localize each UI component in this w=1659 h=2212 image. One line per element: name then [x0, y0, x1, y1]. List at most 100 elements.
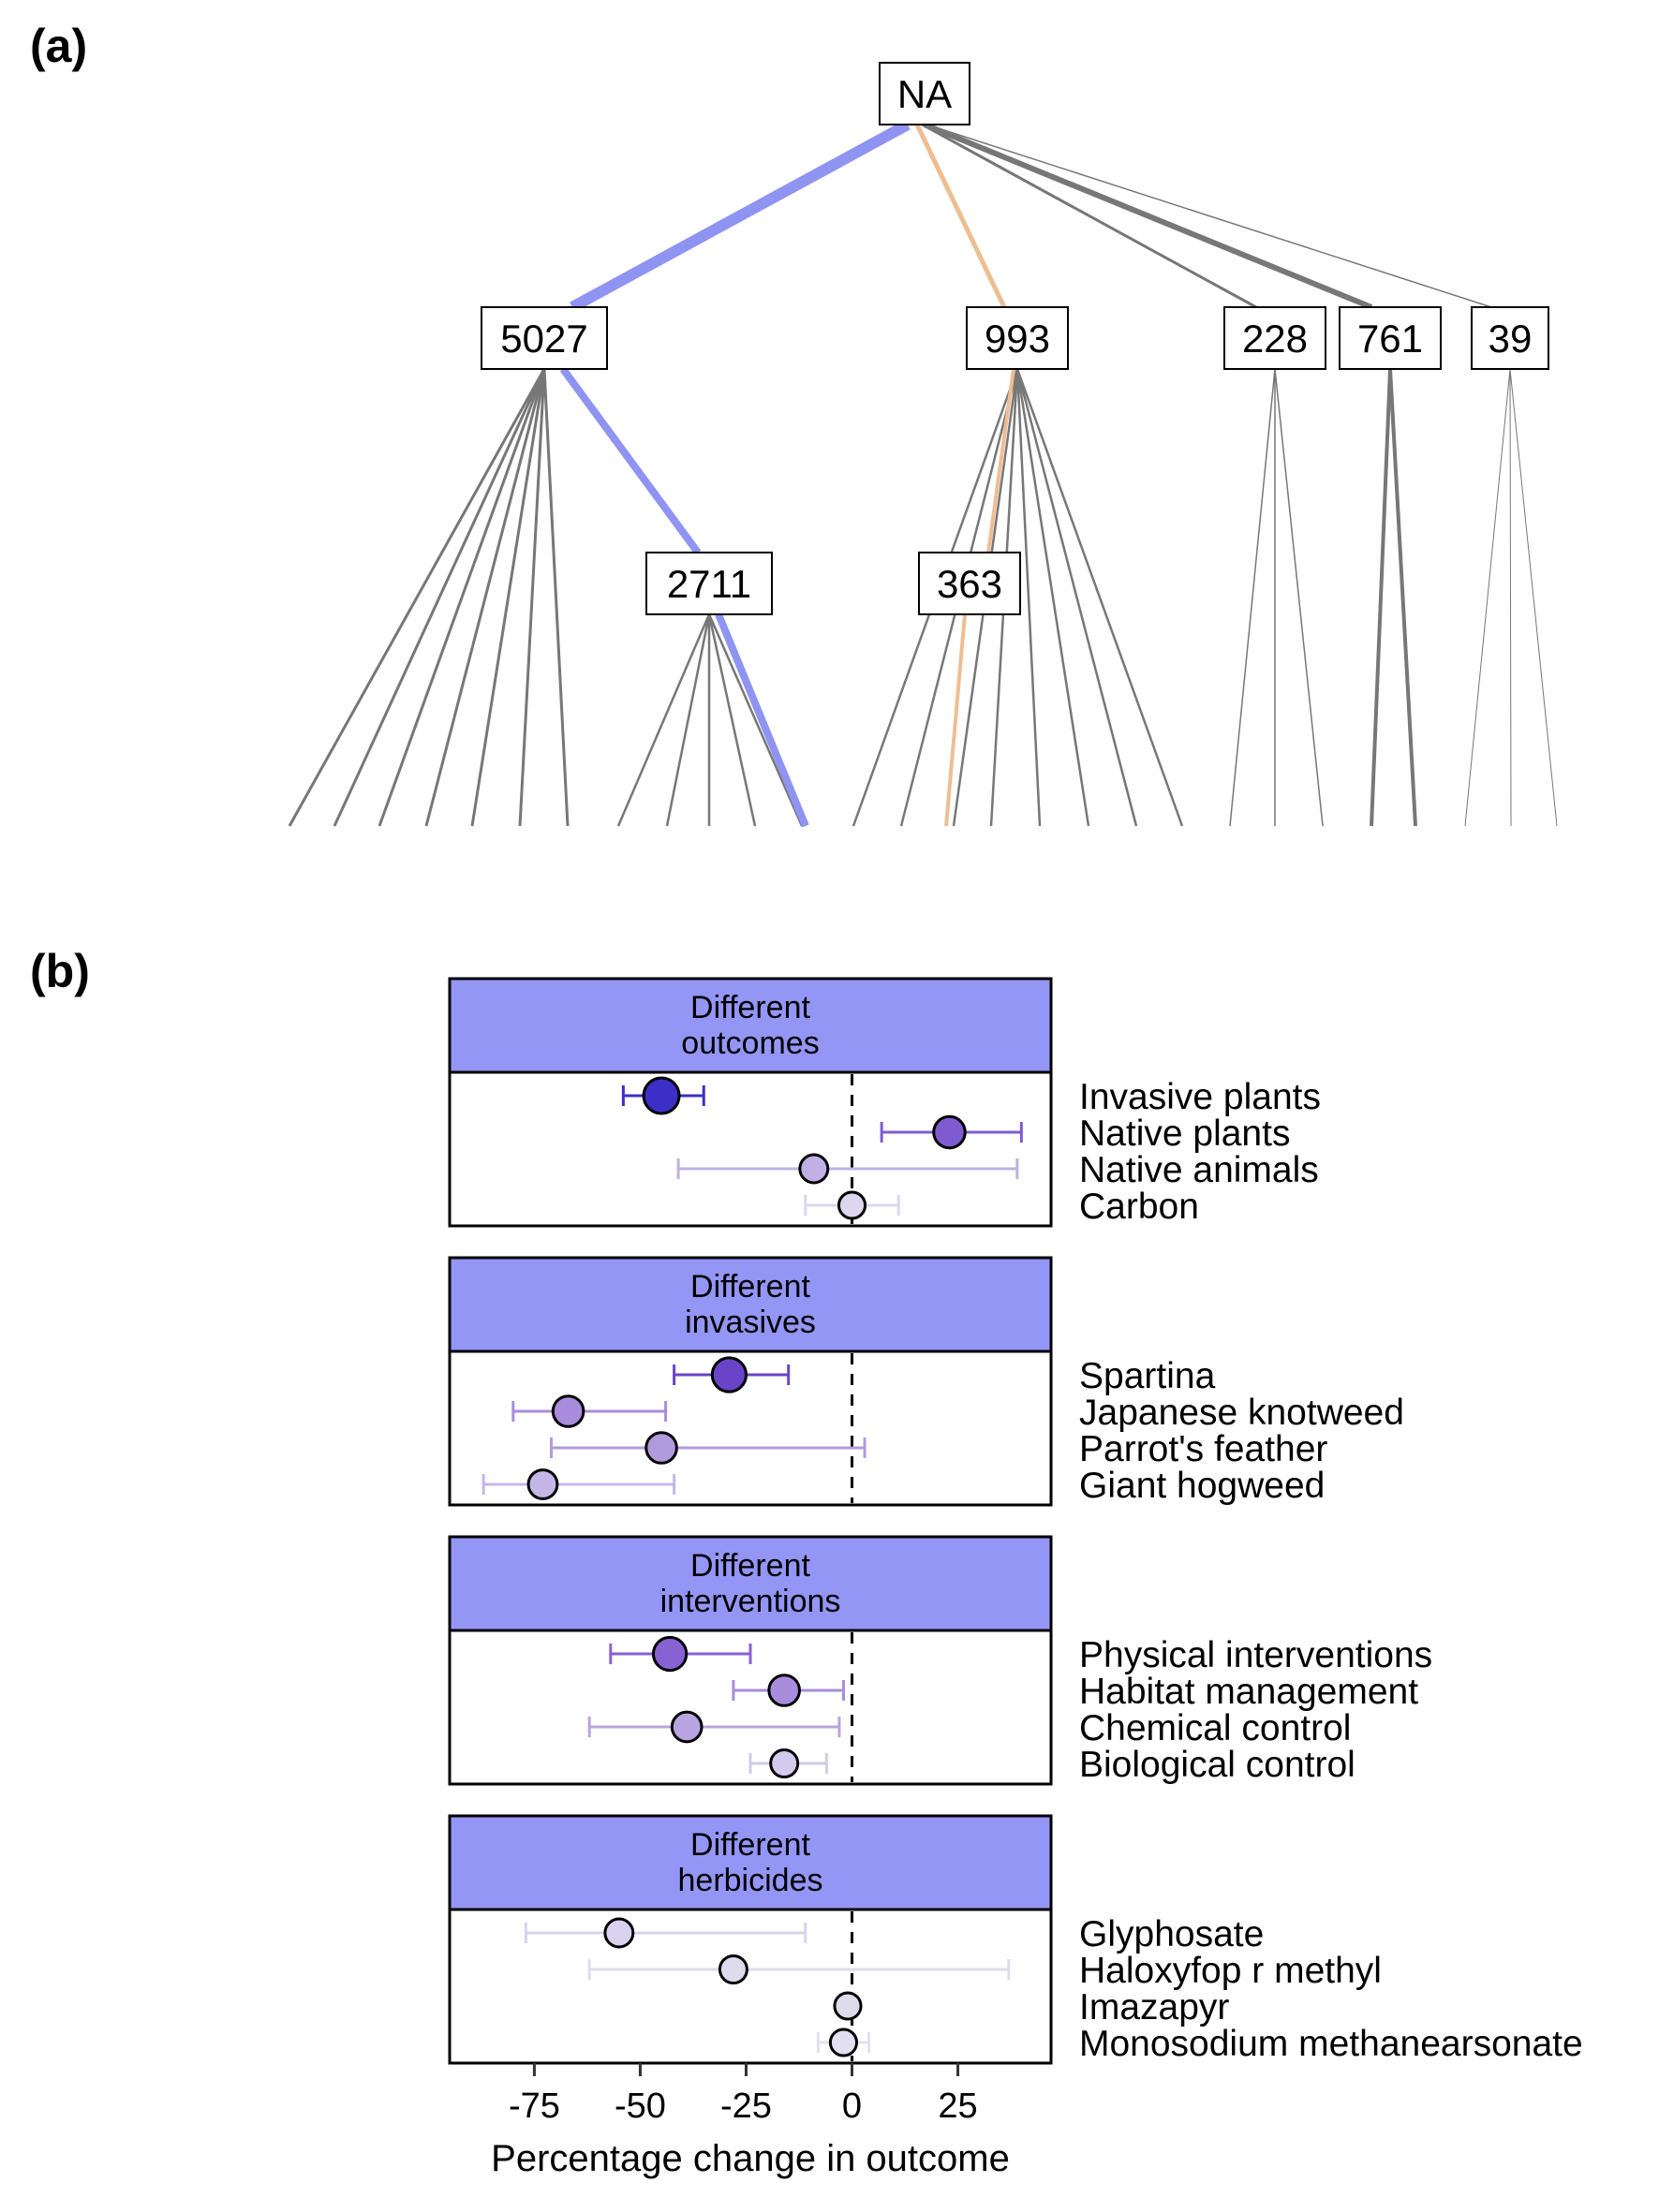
tree-node-label: NA [897, 72, 952, 116]
tree-node-label: 228 [1242, 317, 1308, 361]
point-estimate [710, 1356, 748, 1394]
point-estimate [651, 1635, 689, 1673]
tree-edge-228-leaf-2 [1274, 368, 1324, 827]
tree-edge-root-39 [926, 124, 1492, 308]
row-label: Native animals [1079, 1150, 1319, 1190]
tree-edge-761-leaf-0 [1370, 368, 1392, 827]
tree-edge-5027-leaf-6 [542, 368, 570, 827]
tree-node-label: 5027 [500, 317, 587, 361]
point-estimate [798, 1153, 830, 1185]
tree-edges [288, 119, 1558, 828]
row-label: Physical interventions [1079, 1635, 1432, 1675]
tree-edge-761-leaf-1 [1388, 368, 1417, 827]
row-label: Invasive plants [1079, 1077, 1321, 1117]
estimate-row [511, 1394, 668, 1428]
facet-strip [448, 977, 1053, 1074]
tree-node-993: 993 [966, 306, 1069, 370]
row-label: Habitat management [1079, 1672, 1418, 1712]
row-label: Haloxyfop r methyl [1079, 1951, 1382, 1991]
tree-node-761: 761 [1339, 306, 1442, 370]
tree-edge-993-leaf-5 [1015, 368, 1090, 827]
tree-node-label: 39 [1489, 317, 1533, 361]
tree-edge-993-363 [986, 368, 1015, 553]
tree-edge-2711-leaf-4 [707, 613, 804, 827]
point-estimate [670, 1710, 704, 1744]
row-label: Chemical control [1079, 1708, 1351, 1748]
tree-edge-228-leaf-0 [1229, 368, 1276, 827]
facet-strip-title-line-1: invasives [685, 1305, 816, 1340]
tree-node-228: 228 [1223, 306, 1326, 370]
point-estimate [833, 1991, 863, 2021]
tree-edge-2711-leaf-0 [616, 613, 711, 827]
x-tick-label: -25 [720, 2087, 772, 2126]
tree-edge-2711-leaf-1 [665, 613, 711, 827]
point-estimate [603, 1917, 635, 1949]
row-label: Biological control [1079, 1745, 1355, 1785]
tree-edge-2711-leaf-3 [707, 613, 757, 827]
tree-edge-5027-leaf-0 [288, 368, 546, 827]
estimate-row [587, 1954, 1011, 1984]
tree-node-39: 39 [1471, 306, 1549, 370]
tree-edge-39-leaf-2 [1509, 368, 1558, 827]
tree-edge-39-leaf-1 [1509, 368, 1512, 827]
estimate-row [732, 1674, 845, 1707]
estimate-row [816, 2028, 871, 2057]
estimate-row [550, 1431, 867, 1465]
row-label: Giant hogweed [1079, 1466, 1325, 1506]
tree-node-2711: 2711 [645, 552, 773, 615]
panel-label-b: (b) [30, 945, 90, 997]
x-tick-label: -75 [509, 2087, 560, 2126]
x-tick-label: -50 [615, 2087, 666, 2126]
point-estimate [767, 1674, 801, 1707]
estimate-row [621, 1076, 705, 1115]
tree-edge-5027-2711 [559, 366, 702, 555]
tree-node-label: 2711 [667, 562, 751, 606]
tree-node-label: 761 [1357, 317, 1423, 361]
row-label: Glyphosate [1079, 1914, 1264, 1954]
estimate-row [804, 1190, 900, 1220]
point-estimate [837, 1190, 867, 1220]
row-label: Japanese knotweed [1079, 1393, 1404, 1433]
estimate-row [609, 1635, 752, 1673]
x-tick-label: 0 [842, 2087, 862, 2126]
row-label: Parrot's feather [1079, 1429, 1327, 1469]
tree-edge-39-leaf-0 [1464, 368, 1511, 827]
tree-edge-root-761 [923, 122, 1373, 310]
estimate-row [676, 1153, 1019, 1185]
estimate-row [833, 1991, 863, 2021]
tree-edge-5027-leaf-5 [518, 368, 546, 827]
point-estimate [526, 1468, 559, 1500]
facet-panel [448, 1908, 1053, 2065]
tree-node-5027: 5027 [481, 306, 608, 370]
panel-label-a: (a) [30, 20, 87, 72]
facet-strip [448, 1814, 1053, 1911]
tree-node-NA: NA [879, 62, 970, 125]
facet-panel [448, 1070, 1053, 1228]
point-estimate [642, 1076, 681, 1115]
facet-strip [448, 1256, 1053, 1353]
estimate-row [524, 1917, 807, 1949]
tree-node-label: 363 [937, 562, 1002, 606]
tree-edge-root-993 [914, 123, 1007, 309]
facet-strip-title-line-1: outcomes [681, 1025, 819, 1061]
tree-edge-root-228 [921, 123, 1257, 309]
facet-strip-title-line-0: Different [690, 1269, 810, 1305]
tree-nodes: NA 5027 993 228 761 39 2711 363 [481, 62, 1549, 615]
tree-edge-363-alternate-leaf [944, 613, 967, 827]
tree-edge-5027-leaf-3 [424, 368, 546, 827]
tree-node-label: 993 [985, 317, 1050, 361]
point-estimate [932, 1114, 967, 1150]
tree-edge-5027-leaf-2 [378, 368, 546, 827]
estimate-row [481, 1468, 676, 1500]
x-axis: -75 -50 -25 0 25 [509, 2063, 978, 2126]
facet-strip-title-line-1: herbicides [678, 1863, 823, 1898]
tree-node-363: 363 [918, 552, 1021, 615]
facet-strip-title-line-0: Different [690, 1548, 810, 1584]
x-tick-label: 25 [938, 2087, 977, 2126]
tree-edge-2711-selected-leaf [715, 612, 809, 828]
